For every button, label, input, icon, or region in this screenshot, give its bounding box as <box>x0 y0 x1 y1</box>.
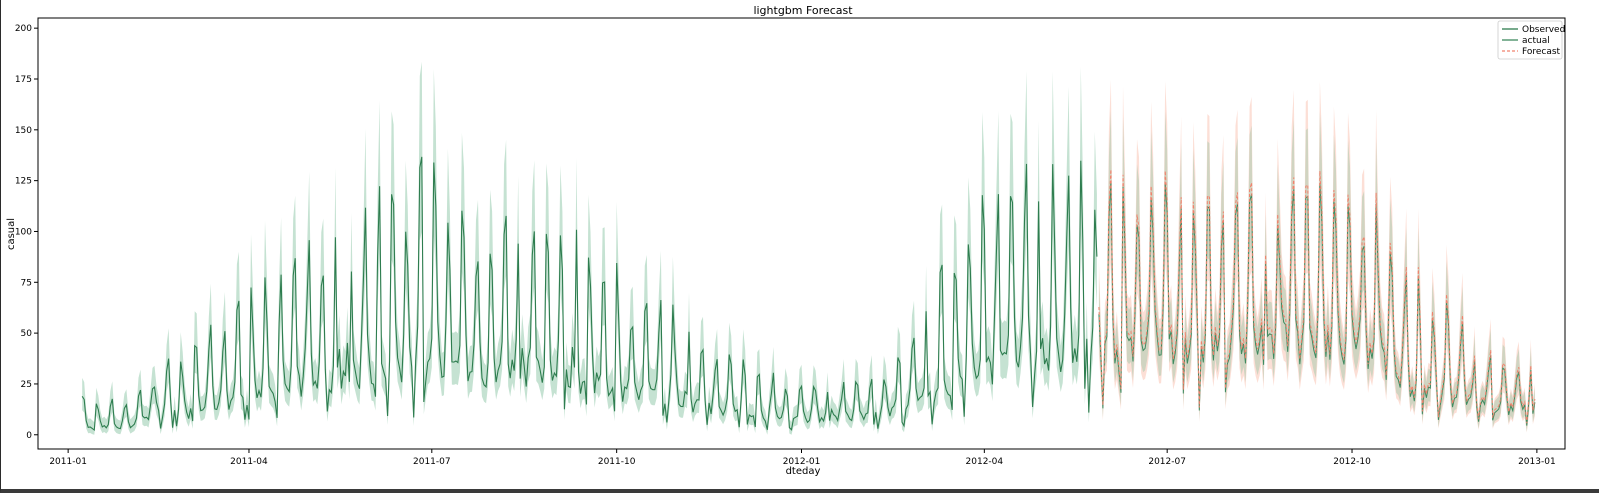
legend-entry: Observed <box>1522 25 1565 35</box>
x-tick-label: 2012-10 <box>1333 457 1371 467</box>
x-tick-label: 2011-01 <box>49 457 87 467</box>
chart-title: lightgbm Forecast <box>753 4 853 17</box>
legend-box <box>1497 20 1563 60</box>
actual-band <box>1098 109 1535 432</box>
y-tick-label: 125 <box>15 177 32 187</box>
y-tick-label: 25 <box>21 380 32 390</box>
x-tick-label: 2012-01 <box>783 457 821 467</box>
x-axis-label: dteday <box>786 466 821 477</box>
y-tick-label: 100 <box>15 227 32 237</box>
series-forecast <box>1098 169 1536 424</box>
y-tick-label: 0 <box>26 431 32 441</box>
x-tick-label: 2011-10 <box>598 457 636 467</box>
series-observed <box>81 156 1098 432</box>
x-tick-label: 2013-01 <box>1518 457 1556 467</box>
x-axis: 2011-01 2011-04 2011-07 2011-10 2012-01 2012-… <box>49 449 1556 467</box>
x-tick-label: 2011-07 <box>413 457 451 467</box>
series-lines <box>81 156 1536 432</box>
y-tick-label: 175 <box>15 75 32 85</box>
forecast-band <box>1098 79 1535 433</box>
x-tick-label: 2011-04 <box>230 457 268 467</box>
x-tick-label: 2012-07 <box>1148 457 1186 467</box>
x-tick-label: 2012-04 <box>966 457 1004 467</box>
legend-entry: Forecast <box>1522 47 1561 57</box>
y-axis-label: casual <box>6 218 17 250</box>
y-tick-label: 150 <box>15 126 32 136</box>
y-tick-label: 50 <box>21 329 33 339</box>
y-tick-label: 200 <box>15 24 32 34</box>
y-tick-label: 75 <box>21 278 32 288</box>
legend-entry: actual <box>1522 36 1550 46</box>
y-axis: 0 25 50 75 100 125 150 175 200 <box>15 24 38 441</box>
confidence-bands <box>82 61 1535 435</box>
observed-band <box>82 61 1097 435</box>
